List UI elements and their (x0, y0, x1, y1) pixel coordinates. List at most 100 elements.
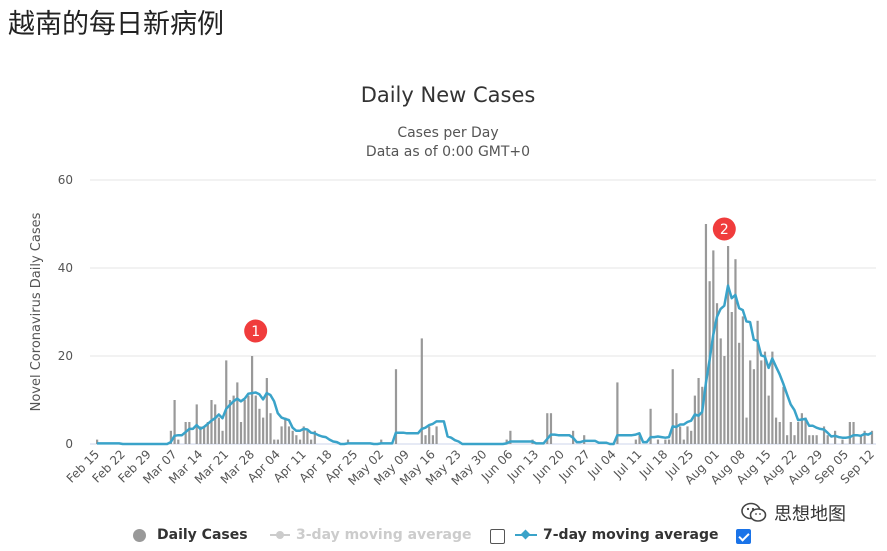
ma3-checkbox[interactable] (490, 529, 505, 544)
ma7-line (97, 284, 873, 446)
bar-daily-cases (667, 439, 671, 444)
legend-3day-label: 3-day moving average (296, 527, 472, 543)
bar-daily-cases (269, 413, 272, 444)
annotation-marker[interactable]: 2 (712, 217, 736, 241)
bar-daily-cases (686, 426, 689, 444)
bar-daily-cases (774, 417, 778, 444)
bar-daily-cases (693, 395, 696, 444)
bar-daily-cases (380, 439, 383, 444)
bar-daily-cases (177, 439, 180, 444)
annotation-label: 2 (720, 222, 729, 238)
bar-daily-cases (428, 426, 431, 444)
chart-subtitle-1: Cases per Day (397, 125, 498, 141)
bar-daily-cases (808, 435, 811, 444)
bar-daily-cases (295, 435, 298, 444)
bar-daily-cases (756, 320, 759, 444)
watermark-text: 思想地图 (774, 504, 846, 525)
bar-daily-cases (302, 426, 305, 444)
page-title: 越南的每日新病例 (8, 9, 224, 40)
bar-daily-cases (546, 413, 549, 444)
bar-daily-cases (782, 386, 785, 444)
x-tick-label: Jul 04 (584, 447, 618, 481)
bar-daily-cases (834, 430, 837, 444)
bar-daily-cases (738, 342, 741, 444)
bar-daily-cases (254, 395, 257, 444)
bar-daily-cases (424, 435, 427, 444)
bar-daily-cases (671, 369, 674, 444)
bar-daily-cases (262, 417, 265, 444)
bar-daily-cases (786, 435, 789, 444)
bar-daily-cases (280, 426, 283, 444)
bar-daily-cases (435, 426, 438, 444)
x-tick-label: Jul 11 (610, 447, 644, 481)
bar-daily-cases (726, 246, 730, 444)
bar-daily-cases (675, 413, 678, 444)
bar-daily-cases (549, 413, 553, 444)
bar-daily-cases (273, 439, 276, 444)
x-tick-label: Jul 18 (636, 447, 670, 481)
bar-daily-cases (870, 430, 874, 444)
bar-daily-cases (719, 338, 722, 444)
bar-daily-cases (276, 439, 280, 444)
annotation-label: 1 (251, 324, 260, 340)
bar-daily-cases (811, 435, 815, 444)
y-tick-label: 20 (58, 349, 73, 363)
bar-daily-cases (682, 439, 685, 444)
bar-daily-cases (420, 338, 423, 444)
bar-daily-cases (800, 413, 803, 444)
bar-daily-cases (509, 430, 512, 444)
bar-daily-cases (730, 312, 733, 444)
legend-daily-label: Daily Cases (157, 527, 248, 543)
bar-daily-cases (701, 386, 704, 444)
bar-daily-cases (804, 417, 807, 444)
bar-daily-cases (763, 351, 767, 444)
bar-daily-cases (859, 435, 863, 444)
circle-icon (133, 528, 146, 542)
y-tick-label: 40 (58, 261, 73, 275)
bar-daily-cases (394, 369, 398, 444)
bar-daily-cases (745, 417, 748, 444)
y-axis-label: Novel Coronavirus Daily Cases (29, 212, 44, 411)
bar-daily-cases (634, 439, 637, 444)
chart-title: Daily New Cases (361, 83, 536, 107)
bar-daily-cases (679, 426, 682, 444)
bar-daily-cases (298, 439, 302, 444)
bar-daily-cases (704, 224, 708, 444)
wechat-icon (741, 502, 767, 522)
bar-daily-cases (616, 382, 619, 444)
bar-daily-cases (752, 369, 756, 444)
bar-daily-cases (250, 356, 254, 444)
bar-daily-cases (712, 250, 715, 444)
y-tick-label: 60 (58, 173, 73, 187)
watermark: 思想地图 (740, 500, 846, 526)
bar-daily-cases (767, 395, 770, 444)
bar-daily-cases (217, 417, 220, 444)
bar-daily-cases (306, 430, 309, 444)
bar-daily-cases (346, 439, 350, 444)
bar-daily-cases (863, 430, 866, 444)
bar-daily-cases (505, 439, 508, 444)
bar-daily-cases (638, 435, 641, 444)
bar-daily-cases (258, 408, 261, 444)
bar-daily-cases (313, 430, 316, 444)
bar-daily-cases (741, 316, 744, 444)
bar-daily-cases (649, 408, 652, 444)
bar-daily-cases (848, 422, 851, 444)
bar-daily-cases (697, 378, 700, 444)
bar-daily-cases (583, 435, 586, 444)
ma7-checkbox[interactable] (736, 529, 751, 544)
legend-7day-average[interactable]: 7-day moving average (515, 524, 719, 546)
bar-daily-cases (852, 422, 855, 444)
legend-daily-cases[interactable]: Daily Cases (133, 524, 248, 546)
bar-daily-cases (265, 378, 268, 444)
line-diamond-icon (515, 529, 537, 540)
annotation-marker[interactable]: 1 (244, 319, 268, 343)
legend-3day-average[interactable]: 3-day moving average (270, 524, 472, 546)
bar-daily-cases (310, 439, 313, 444)
bar-daily-cases (734, 259, 737, 444)
bar-daily-cases (822, 426, 826, 444)
bar-daily-cases (793, 435, 796, 444)
bar-daily-cases (760, 360, 763, 444)
bar-daily-cases (239, 422, 243, 444)
legend-7day-label: 7-day moving average (543, 527, 719, 543)
